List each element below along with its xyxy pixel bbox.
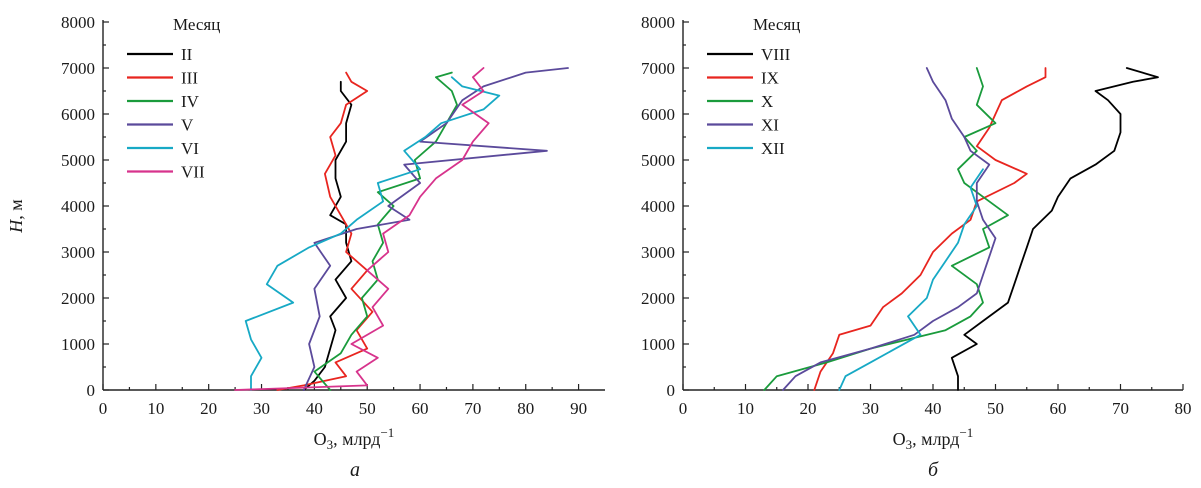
series-line-VI [246, 77, 500, 390]
x-tick-label: 70 [464, 399, 481, 418]
panel-label: а [350, 459, 360, 481]
x-axis-title: O3, млрд−1 [893, 425, 974, 452]
y-tick-label: 5000 [61, 151, 95, 170]
x-tick-label: 20 [200, 399, 217, 418]
x-tick-label: 30 [862, 399, 879, 418]
x-tick-label: 0 [679, 399, 688, 418]
legend-item-label: II [181, 45, 193, 64]
x-tick-label: 50 [359, 399, 376, 418]
legend-item-label: V [181, 116, 194, 135]
legend-item-label: VIII [761, 45, 791, 64]
legend-item-label: IV [181, 92, 200, 111]
x-tick-label: 50 [987, 399, 1004, 418]
y-tick-label: 7000 [641, 59, 675, 78]
y-tick-label: 3000 [61, 243, 95, 262]
legend-title: Месяц [173, 15, 220, 34]
panel-b: 0 10 20 30 40 50 60 70 80 0 1000 2000 3000 4000 5000 60… [641, 13, 1192, 481]
series-line-X [764, 68, 1008, 390]
x-tick-label: 80 [517, 399, 534, 418]
x-tick-label: 10 [147, 399, 164, 418]
y-tick-label: 2000 [641, 289, 675, 308]
y-tick-label: 0 [667, 381, 676, 400]
y-tick-label: 0 [87, 381, 96, 400]
y-axis-title: H, м [6, 199, 26, 233]
x-tick-label: 60 [1050, 399, 1067, 418]
x-tick-label: 10 [737, 399, 754, 418]
y-tick-label: 7000 [61, 59, 95, 78]
x-tick-label: 90 [570, 399, 587, 418]
y-tick-label: 8000 [61, 13, 95, 32]
series-line-XII [839, 169, 983, 390]
y-tick-label: 4000 [61, 197, 95, 216]
y-tick-label: 6000 [61, 105, 95, 124]
y-tick-label: 1000 [641, 335, 675, 354]
panel-a: 0 10 20 30 40 50 60 70 80 90 0 1000 2000 3000 4000 5000… [6, 13, 605, 481]
series-line-III [277, 73, 372, 390]
series-line-IX [814, 68, 1045, 390]
x-tick-label: 70 [1112, 399, 1129, 418]
y-tick-label: 6000 [641, 105, 675, 124]
x-tick-label: 0 [99, 399, 108, 418]
legend-item-label: VI [181, 139, 199, 158]
legend-item-label: XII [761, 139, 785, 158]
x-tick-label: 40 [306, 399, 323, 418]
legend-title: Месяц [753, 15, 800, 34]
legend-item-label: IX [761, 69, 779, 88]
series-line-II [304, 82, 352, 390]
y-tick-label: 3000 [641, 243, 675, 262]
x-tick-label: 40 [925, 399, 942, 418]
x-tick-label: 20 [800, 399, 817, 418]
x-tick-label: 60 [412, 399, 429, 418]
panel-label: б [928, 459, 939, 481]
legend-item-label: XI [761, 116, 779, 135]
y-tick-label: 5000 [641, 151, 675, 170]
y-tick-label: 2000 [61, 289, 95, 308]
y-tick-label: 1000 [61, 335, 95, 354]
y-tick-label: 8000 [641, 13, 675, 32]
x-tick-label: 80 [1175, 399, 1192, 418]
legend-item-label: X [761, 92, 773, 111]
legend-item-label: III [181, 69, 198, 88]
y-tick-label: 4000 [641, 197, 675, 216]
legend: Месяц VIII IX X XI XII [707, 15, 800, 158]
legend-item-label: VII [181, 163, 205, 182]
x-axis-title: O3, млрд−1 [314, 425, 395, 452]
x-tick-label: 30 [253, 399, 270, 418]
